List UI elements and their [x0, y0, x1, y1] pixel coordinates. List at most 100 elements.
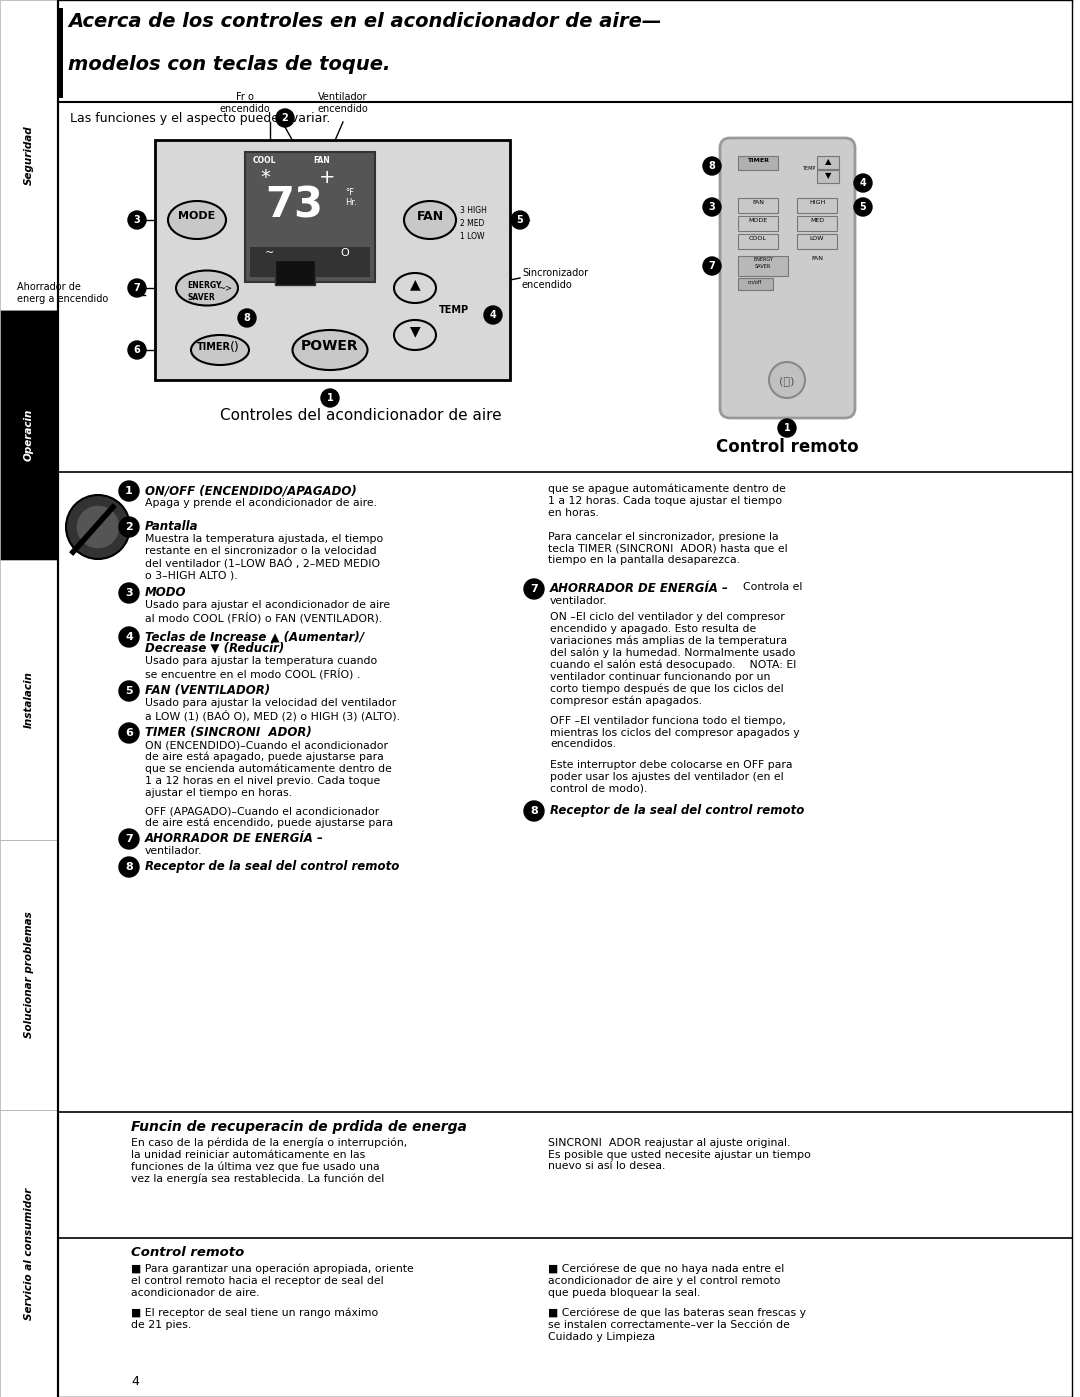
Bar [245, 152, 375, 282]
Text: FAN: FAN [752, 200, 764, 205]
Text: TEMP: TEMP [438, 305, 469, 314]
Text: Receptor de la seal del control remoto: Receptor de la seal del control remoto [550, 805, 805, 817]
Text: ▼: ▼ [825, 170, 832, 180]
Text: Operacin: Operacin [24, 409, 33, 461]
Text: 7: 7 [125, 834, 133, 844]
Text: FAN: FAN [417, 210, 444, 222]
Circle shape [854, 175, 872, 191]
Text: *: * [260, 168, 270, 187]
Text: 5: 5 [125, 686, 133, 696]
Text: 8: 8 [125, 862, 133, 872]
Bar [0, 310, 58, 560]
Text: 6: 6 [134, 345, 140, 355]
Text: FAN: FAN [313, 156, 329, 165]
Text: ▲: ▲ [409, 277, 420, 291]
Bar [738, 198, 778, 212]
Bar [58, 8, 63, 98]
Text: COOL: COOL [253, 156, 276, 165]
Text: Control remoto: Control remoto [131, 1246, 244, 1259]
Ellipse shape [168, 201, 226, 239]
Text: ENERGY: ENERGY [753, 257, 773, 263]
Bar [816, 170, 839, 183]
Circle shape [129, 279, 146, 298]
Text: 3 HIGH: 3 HIGH [460, 205, 487, 215]
Text: Muestra la temperatura ajustada, el tiempo
restante en el sincronizador o la vel: Muestra la temperatura ajustada, el tiem… [145, 534, 383, 581]
Text: (): () [230, 341, 240, 353]
Text: FAN: FAN [811, 256, 823, 261]
Text: modelos con teclas de toque.: modelos con teclas de toque. [68, 54, 390, 74]
Text: MED: MED [810, 218, 824, 224]
Text: 6: 6 [125, 728, 133, 738]
Circle shape [276, 109, 294, 127]
Text: 8: 8 [244, 313, 251, 323]
Text: Servicio al consumidor: Servicio al consumidor [24, 1187, 33, 1320]
Text: ■ Cerciórese de que no haya nada entre el
acondicionador de aire y el control re: ■ Cerciórese de que no haya nada entre e… [548, 1264, 784, 1298]
Text: ENERGY: ENERGY [187, 281, 221, 291]
Text: En caso de la pérdida de la energía o interrupción,
la unidad reiniciar automáti: En caso de la pérdida de la energía o in… [131, 1139, 407, 1185]
Text: Pantalla: Pantalla [145, 520, 199, 534]
Text: Este interruptor debe colocarse en OFF para
poder usar los ajustes del ventilado: Este interruptor debe colocarse en OFF p… [550, 760, 793, 793]
Circle shape [119, 583, 139, 604]
Circle shape [778, 419, 796, 437]
Text: 1: 1 [125, 486, 133, 496]
Text: POWER: POWER [301, 339, 359, 353]
Circle shape [119, 856, 139, 877]
Text: 8: 8 [530, 806, 538, 816]
Text: Teclas de Increase ▲ (Aumentar)/: Teclas de Increase ▲ (Aumentar)/ [145, 630, 364, 643]
Bar [738, 235, 778, 249]
Text: Controla el: Controla el [743, 583, 802, 592]
Circle shape [119, 627, 139, 647]
Text: ▲: ▲ [825, 156, 832, 166]
Circle shape [129, 211, 146, 229]
Bar [816, 156, 839, 169]
Circle shape [321, 388, 339, 407]
Text: ■ Para garantizar una operación apropiada, oriente
el control remoto hacia el re: ■ Para garantizar una operación apropiad… [131, 1264, 414, 1298]
Circle shape [119, 680, 139, 701]
Bar [797, 198, 837, 212]
Circle shape [484, 306, 502, 324]
Bar [797, 217, 837, 231]
Text: 7: 7 [708, 261, 715, 271]
Bar [797, 235, 837, 249]
Bar [738, 278, 773, 291]
Circle shape [703, 257, 721, 275]
Text: 1: 1 [784, 423, 791, 433]
Text: MODE: MODE [178, 211, 216, 221]
Text: COOL: COOL [750, 236, 767, 242]
Text: Fr o
encendido: Fr o encendido [219, 92, 270, 113]
Circle shape [511, 211, 529, 229]
Text: 2 MED: 2 MED [460, 219, 484, 228]
Text: MODO: MODO [145, 585, 187, 599]
Text: TIMER: TIMER [197, 342, 231, 352]
Text: ON (ENCENDIDO)–Cuando el acondicionador
de aire está apagado, puede ajustarse pa: ON (ENCENDIDO)–Cuando el acondicionador … [145, 740, 392, 798]
Text: 3: 3 [134, 215, 140, 225]
Circle shape [119, 724, 139, 743]
Text: Control remoto: Control remoto [716, 439, 859, 455]
Text: 2: 2 [125, 522, 133, 532]
Text: 5: 5 [860, 203, 866, 212]
Bar [0, 840, 58, 1111]
Circle shape [703, 198, 721, 217]
Text: Receptor de la seal del control remoto: Receptor de la seal del control remoto [145, 861, 400, 873]
Text: 73: 73 [265, 184, 323, 226]
Text: 3: 3 [708, 203, 715, 212]
Circle shape [129, 341, 146, 359]
Text: Ahorrador de
energ a encendido: Ahorrador de energ a encendido [17, 282, 108, 303]
Text: 8: 8 [708, 161, 715, 170]
Ellipse shape [176, 271, 238, 306]
Text: SAVER: SAVER [755, 264, 771, 270]
Text: Instalacin: Instalacin [24, 672, 33, 728]
Text: TIMER: TIMER [747, 158, 769, 163]
Text: Para cancelar el sincronizador, presione la
tecla TIMER (SINCRONI  ADOR) hasta q: Para cancelar el sincronizador, presione… [548, 532, 787, 566]
Bar [738, 217, 778, 231]
Text: Las funciones y el aspecto pueden variar.: Las funciones y el aspecto pueden variar… [70, 112, 330, 124]
Text: 1: 1 [326, 393, 334, 402]
Text: Usado para ajustar el acondicionador de aire
al modo COOL (FRÍO) o FAN (VENTILAD: Usado para ajustar el acondicionador de … [145, 599, 390, 623]
Text: Acerca de los controles en el acondicionador de aire—: Acerca de los controles en el acondicion… [68, 13, 661, 31]
FancyBboxPatch shape [720, 138, 855, 418]
Circle shape [119, 828, 139, 849]
Text: O: O [340, 249, 349, 258]
Text: Decrease ▼ (Reducir): Decrease ▼ (Reducir) [145, 643, 284, 655]
Text: que se apague automáticamente dentro de
1 a 12 horas. Cada toque ajustar el tiem: que se apague automáticamente dentro de … [548, 483, 786, 518]
Text: TEMP: TEMP [801, 165, 815, 170]
